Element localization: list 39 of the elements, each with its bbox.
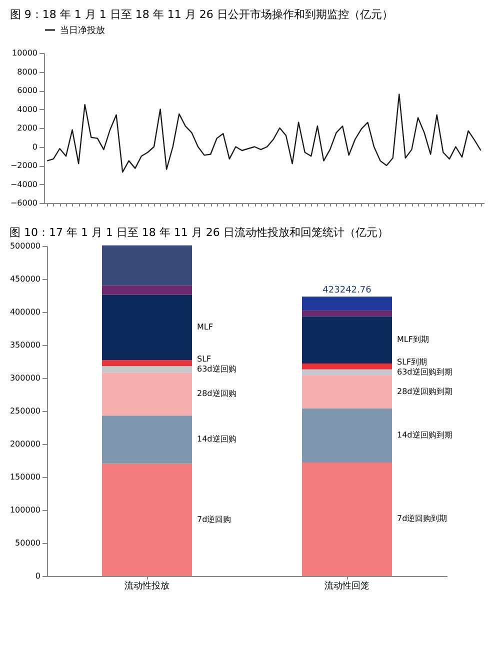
y-tick-label: 350000 xyxy=(10,340,40,350)
y-tick-label: 400000 xyxy=(10,308,40,316)
series-label: 63d逆回购到期 xyxy=(397,367,452,376)
chart-title: 图 9：18 年 1 月 1 日至 18 年 11 月 26 日公开市场操作和到期监控（亿元） xyxy=(10,8,393,21)
line-series xyxy=(46,94,482,173)
y-tick-label: 150000 xyxy=(10,472,40,482)
series-label: 7d逆回购 xyxy=(197,514,232,524)
y-tick-label: 450000 xyxy=(10,274,40,284)
y-tick-label: 0 xyxy=(32,142,38,152)
series-label: MLF xyxy=(197,322,214,332)
y-tick-label: 10000 xyxy=(12,48,38,58)
total-label: 423242.76 xyxy=(322,286,372,296)
y-tick-label: 0 xyxy=(35,572,40,580)
series-label: 14d逆回购到期 xyxy=(397,430,452,440)
series-label: SLF xyxy=(197,354,212,364)
y-tick-label: 500000 xyxy=(10,242,40,250)
series-label: 63d逆回购 xyxy=(197,364,236,374)
series-label: 28d逆回购 xyxy=(197,389,236,398)
x-tick-label: 流动性回笼 xyxy=(324,580,370,592)
series-label: MLF到期 xyxy=(397,335,429,344)
x-tick-label: 流动性投放 xyxy=(124,580,170,592)
series-label: 14d逆回购 xyxy=(197,434,236,444)
chart-title: 图 10：17 年 1 月 1 日至 18 年 11 月 26 日流动性投放和回笼统计（亿元） xyxy=(9,226,388,239)
y-tick-label: 300000 xyxy=(10,374,40,382)
series-label: SLF到期 xyxy=(397,357,428,366)
y-tick-label: 250000 xyxy=(10,406,40,416)
series-label: 28d逆回购到期 xyxy=(397,386,452,396)
y-tick-label: 2000 xyxy=(17,124,38,132)
y-tick-label: 4000 xyxy=(17,104,38,114)
y-tick-label: 200000 xyxy=(10,440,40,448)
legend-label: 当日净投放 xyxy=(60,25,105,36)
series-label: 7d逆回购到期 xyxy=(397,514,448,524)
y-tick-label: −4000 xyxy=(10,180,38,189)
y-tick-label: 8000 xyxy=(17,67,38,76)
y-tick-label: −6000 xyxy=(10,198,38,208)
y-tick-label: −2000 xyxy=(10,161,38,170)
y-tick-label: 50000 xyxy=(15,538,40,548)
y-tick-label: 6000 xyxy=(17,86,38,95)
y-tick-label: 100000 xyxy=(10,506,40,514)
